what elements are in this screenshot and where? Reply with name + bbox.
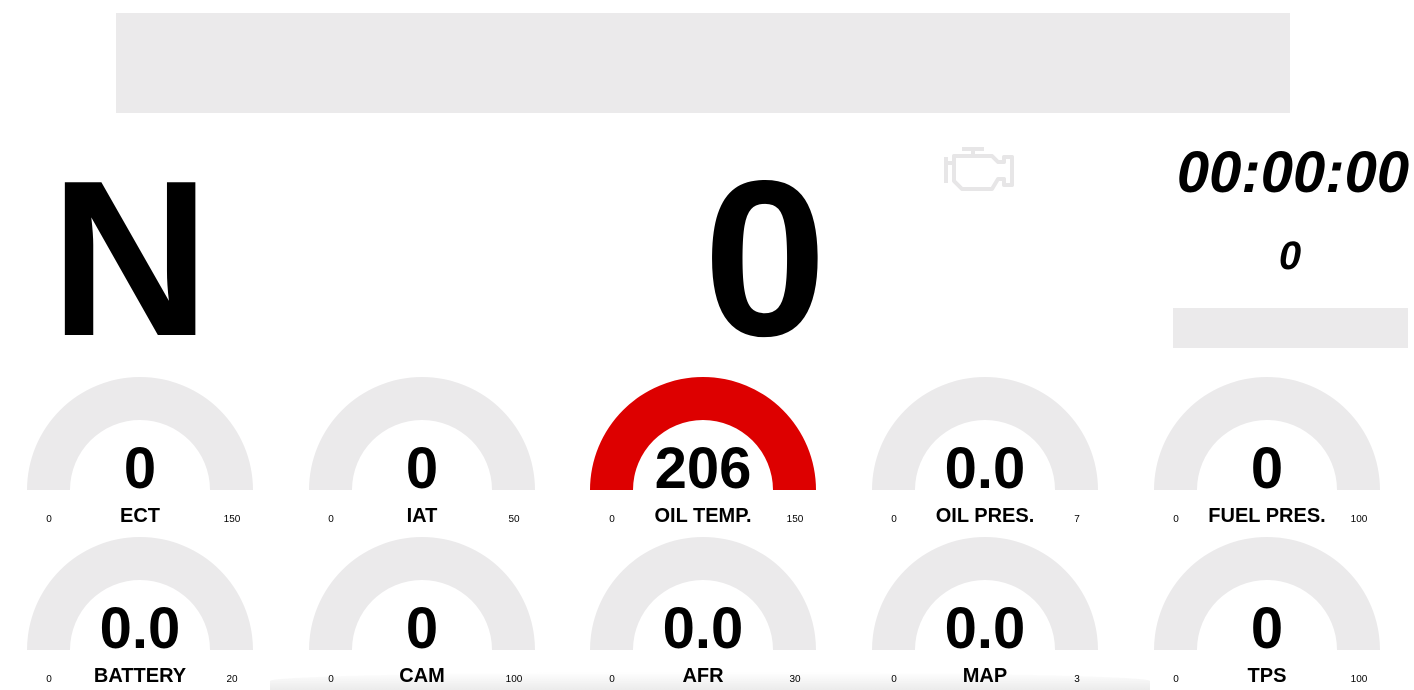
gauge-oil-pres: 0.0 OIL PRES. 0 7 <box>865 376 1105 526</box>
gauge-arc <box>309 377 535 490</box>
gauge-max: 100 <box>1350 674 1368 685</box>
gauge-max: 3 <box>1062 675 1092 685</box>
gear-indicator: N <box>50 135 210 383</box>
gauge-value: 0 <box>405 436 439 501</box>
gauge-label: MAP <box>865 666 1105 686</box>
gauge-label: ECT <box>120 505 160 527</box>
gauge-track <box>1154 537 1380 650</box>
gauge-value: 0.0 <box>662 596 744 661</box>
gauge-value: 0.0 <box>99 596 181 661</box>
gauge-max: 150 <box>786 514 804 525</box>
gauge-max: 50 <box>508 514 520 525</box>
gauge-value: 0.0 <box>944 596 1026 661</box>
gauge-label: AFR <box>583 666 823 686</box>
gauge-arc <box>590 537 816 650</box>
gauge-value: 0 <box>1250 596 1284 661</box>
gauge-track <box>27 537 253 650</box>
gauge-track <box>590 377 816 490</box>
gauge-label: OIL TEMP. <box>654 505 752 527</box>
gauge-battery: 0.0 BATTERY 0 20 <box>20 536 260 686</box>
gauge-cam: 0CAM0100 <box>302 536 542 686</box>
gauge-min: 0 <box>891 514 897 525</box>
check-engine-icon <box>940 143 1016 195</box>
gauge-arc <box>309 537 535 650</box>
gauge-track <box>27 377 253 490</box>
gauge-min: 0 <box>1173 514 1179 525</box>
gauge-min: 0 <box>1173 674 1179 685</box>
gauge-min: 0 <box>609 514 615 525</box>
gauge-value: 0 <box>123 436 157 501</box>
gauge-max: 150 <box>223 514 241 525</box>
gauge-value: 0.0 <box>944 436 1026 501</box>
gauge-afr: 0.0 AFR0 30 <box>583 536 823 686</box>
lap-timer: 00:00:00 <box>1176 140 1410 205</box>
gauge-label: TPS <box>1247 665 1287 687</box>
gauge-tps: 0 TPS 0 100 <box>1147 536 1387 686</box>
gauge-max: 30 <box>780 675 810 685</box>
gauge-arc <box>27 377 253 490</box>
gauge-arc <box>1154 537 1380 650</box>
gauge-max: 100 <box>499 675 529 685</box>
gauge-min: 0 <box>46 514 52 525</box>
gauge-track <box>309 537 535 650</box>
gauge-min: 0 <box>316 675 346 685</box>
rpm-bar <box>116 13 1290 113</box>
gauge-arc <box>1154 377 1380 490</box>
gauge-track <box>872 537 1098 650</box>
gauge-max: 100 <box>1350 514 1368 525</box>
gauge-arc <box>872 377 1098 490</box>
gauge-track <box>1154 377 1380 490</box>
gauge-value: 0 <box>405 596 439 661</box>
status-bar <box>1173 308 1408 348</box>
gauge-label: CAM <box>302 666 542 686</box>
lap-count: 0 <box>1278 234 1302 278</box>
gauge-max: 7 <box>1074 514 1080 525</box>
gauge-label: BATTERY <box>93 665 187 687</box>
gauge-min: 0 <box>46 674 52 685</box>
gauge-min: 0 <box>879 675 909 685</box>
gauge-track <box>309 377 535 490</box>
gauge-arc <box>27 537 253 650</box>
gauge-track <box>872 377 1098 490</box>
gauge-value: 206 <box>654 436 752 501</box>
gauge-fuel-pres: 0 FUEL PRES. 0 100 <box>1147 376 1387 526</box>
gauge-label: FUEL PRES. <box>1208 505 1326 527</box>
bottom-shadow <box>270 672 1150 690</box>
gauge-iat: 0 IAT 0 50 <box>302 376 542 526</box>
gauge-arc <box>590 377 816 490</box>
gauge-map: 0.0 MAP0 3 <box>865 536 1105 686</box>
gauge-arc <box>872 537 1098 650</box>
gauge-max: 20 <box>226 674 238 685</box>
gauge-oil-temp: 206 OIL TEMP. 0 150 <box>583 376 823 526</box>
gauge-value: 0 <box>1250 436 1284 501</box>
speed-readout: 0 <box>703 135 827 383</box>
gauge-min: 0 <box>328 514 334 525</box>
gauge-ect: 0 ECT 0 150 <box>20 376 260 526</box>
gauge-track <box>590 537 816 650</box>
gauge-min: 0 <box>597 675 627 685</box>
gauge-label: OIL PRES. <box>935 505 1035 527</box>
gauge-label: IAT <box>406 505 438 527</box>
